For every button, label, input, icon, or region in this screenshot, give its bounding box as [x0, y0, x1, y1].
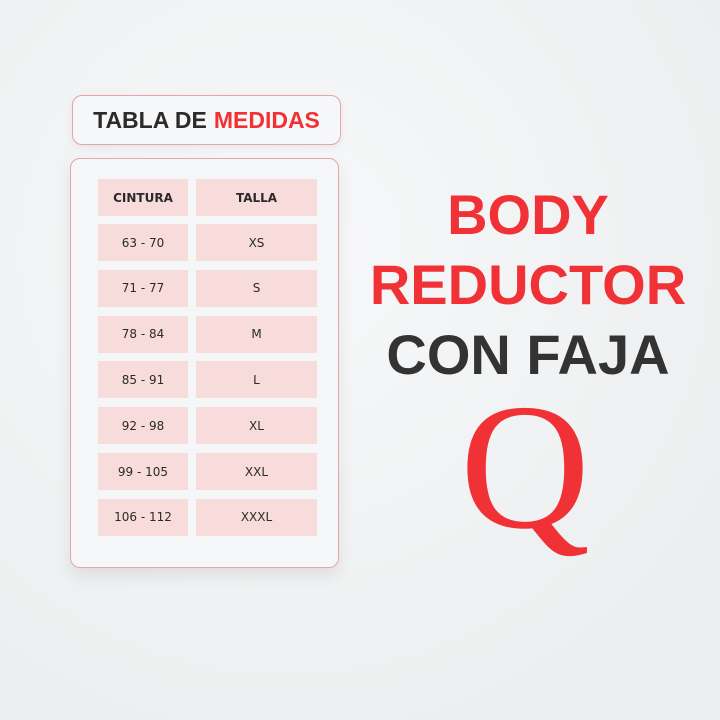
cintura-cell: 85 - 91	[98, 361, 188, 399]
headline-line-3: CON FAJA	[386, 323, 670, 386]
cintura-cell: 99 - 105	[98, 453, 188, 490]
talla-cell: XXL	[196, 453, 317, 490]
talla-cell: XS	[196, 224, 317, 261]
header-cintura: CINTURA	[98, 179, 188, 216]
headline-line-1: BODY	[447, 183, 609, 246]
cintura-cell: 63 - 70	[98, 224, 188, 261]
cintura-cell: 71 - 77	[98, 269, 188, 307]
cintura-cell: 92 - 98	[98, 407, 188, 445]
title-part-1: TABLA DE	[93, 106, 207, 133]
talla-cell: M	[196, 315, 317, 353]
size-table: CINTURA TALLA 63 - 70 XS 71 - 77 S 78 - 84 M 8…	[70, 158, 339, 568]
title-part-2: MEDIDAS	[213, 106, 320, 133]
talla-cell: XL	[196, 407, 317, 445]
talla-cell: XXXL	[196, 498, 317, 536]
header-talla: TALLA	[196, 179, 317, 216]
cintura-cell: 78 - 84	[98, 315, 188, 353]
cintura-cell: 106 - 112	[98, 498, 188, 536]
brand-logo-q: Q	[460, 367, 590, 566]
talla-cell: S	[196, 269, 317, 307]
size-chart-title: TABLA DE MEDIDAS	[72, 95, 341, 145]
talla-cell: L	[196, 361, 317, 399]
headline-line-2: REDUCTOR	[369, 253, 687, 316]
